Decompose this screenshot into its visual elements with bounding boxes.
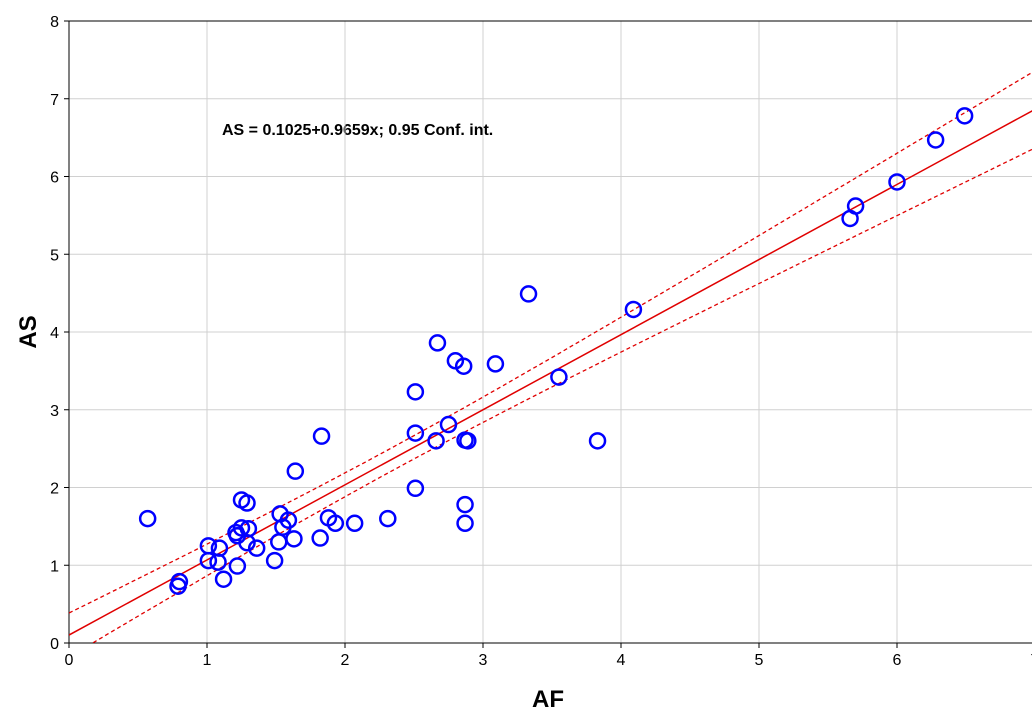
point — [379, 509, 397, 528]
point — [312, 427, 331, 445]
x-tick-label: 2 — [341, 652, 350, 669]
point — [406, 383, 425, 401]
y-tick-label: 4 — [50, 325, 59, 342]
x-tick-label: 1 — [203, 652, 212, 669]
point — [326, 514, 345, 533]
point — [279, 511, 298, 529]
point — [955, 107, 974, 125]
point — [311, 529, 329, 547]
y-tick-label: 6 — [50, 170, 59, 187]
point — [270, 533, 288, 551]
x-tick-label: 5 — [755, 652, 764, 669]
plot-area — [69, 71, 1032, 643]
point — [138, 509, 157, 528]
confidence-band — [91, 148, 1032, 643]
x-tick-label: 0 — [65, 652, 74, 669]
point — [214, 570, 233, 588]
point — [550, 368, 568, 386]
y-tick-label: 3 — [50, 403, 59, 420]
point — [926, 131, 945, 149]
y-tick-label: 1 — [50, 558, 59, 575]
point — [588, 432, 607, 450]
y-tick-label: 2 — [50, 481, 59, 498]
point — [238, 533, 256, 552]
point — [624, 300, 643, 319]
point — [169, 577, 187, 595]
x-tick-label: 6 — [893, 652, 902, 669]
y-axis-label: AS — [15, 315, 42, 348]
point — [456, 495, 474, 514]
point — [428, 334, 447, 352]
y-tick-label: 7 — [50, 92, 59, 109]
point — [285, 530, 303, 548]
point — [345, 514, 364, 533]
point — [232, 491, 251, 509]
x-axis-label: AF — [532, 686, 564, 711]
x-tick-label: 3 — [479, 652, 488, 669]
plot-frame — [68, 20, 1032, 644]
point — [486, 355, 505, 373]
point — [286, 462, 305, 480]
point — [427, 432, 445, 450]
point — [406, 479, 425, 498]
y-tick-label: 0 — [50, 636, 59, 653]
point — [228, 557, 247, 575]
point — [406, 424, 425, 442]
confidence-band — [69, 71, 1032, 614]
x-tick-label: 4 — [617, 652, 626, 669]
point — [232, 519, 251, 537]
point — [888, 173, 906, 191]
point — [199, 551, 218, 570]
y-tick-label: 8 — [50, 14, 59, 31]
annotation: AS = 0.1025+0.9659x; 0.95 Conf. int. — [222, 122, 493, 139]
point — [846, 197, 865, 215]
point — [439, 415, 458, 434]
point — [456, 514, 474, 533]
point — [454, 357, 473, 375]
point — [209, 553, 227, 571]
x-tick-label: 7 — [1031, 652, 1032, 669]
point — [459, 432, 477, 450]
point — [519, 285, 538, 303]
point — [247, 539, 266, 557]
y-tick-label: 5 — [50, 247, 59, 264]
point — [265, 551, 284, 570]
